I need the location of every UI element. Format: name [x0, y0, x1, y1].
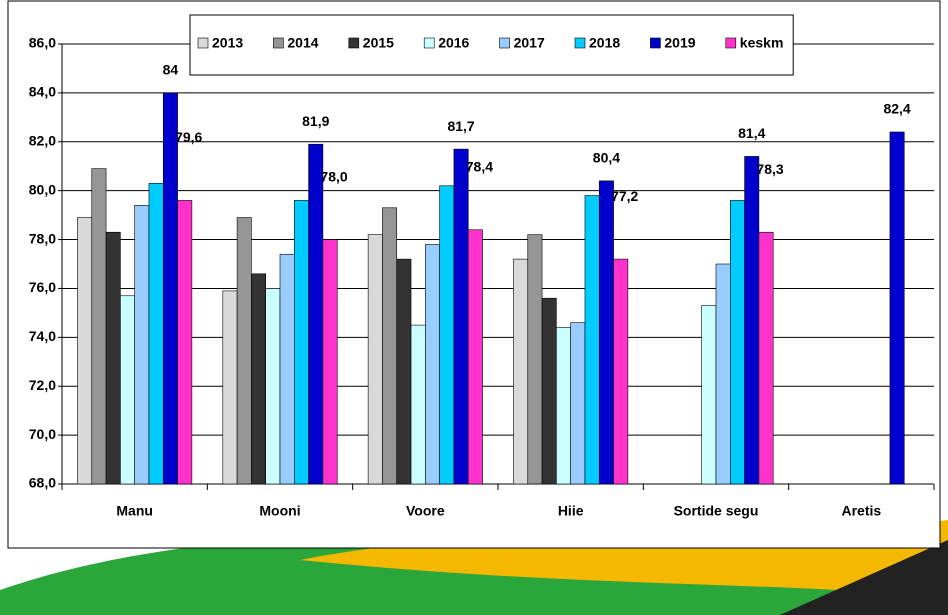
x-tick-label: Mooni — [259, 503, 300, 519]
x-tick-label: Manu — [116, 503, 153, 519]
bar — [758, 231, 774, 485]
data-label: 82,4 — [883, 101, 910, 117]
bar — [91, 168, 107, 485]
y-tick-label: 72,0 — [29, 377, 56, 393]
bar — [148, 183, 164, 485]
legend-label: keskm — [740, 35, 784, 51]
bar — [729, 200, 745, 485]
y-tick-label: 68,0 — [29, 475, 56, 491]
bar — [251, 273, 266, 485]
bar — [265, 288, 281, 485]
bar — [382, 207, 398, 485]
data-label: 78,3 — [756, 161, 783, 177]
bar — [134, 205, 150, 485]
legend-label: 2015 — [363, 35, 394, 51]
data-label: 77,2 — [611, 188, 638, 204]
legend-label: 2013 — [212, 35, 243, 51]
decor-dark — [780, 540, 948, 615]
y-tick-label: 86,0 — [29, 35, 56, 51]
bar — [279, 253, 295, 485]
bar — [513, 258, 529, 485]
bar — [367, 234, 383, 485]
bar — [77, 217, 93, 485]
bar — [410, 324, 426, 485]
x-tick-label: Hiie — [558, 503, 584, 519]
bar — [425, 244, 440, 485]
bar — [889, 131, 905, 485]
bar — [177, 200, 193, 485]
bar — [439, 185, 455, 485]
legend-label: 2018 — [589, 35, 620, 51]
legend-swatch — [499, 37, 510, 49]
bar — [293, 200, 309, 485]
bar — [236, 217, 252, 485]
data-label: 78,4 — [466, 158, 493, 174]
bar — [744, 156, 760, 485]
data-label: 80,4 — [593, 150, 620, 166]
legend-swatch — [725, 37, 737, 49]
bar — [322, 239, 338, 485]
data-label: 81,9 — [302, 113, 329, 129]
legend-swatch — [650, 37, 661, 49]
y-tick-label: 76,0 — [29, 279, 56, 295]
bar — [570, 322, 586, 485]
bar — [598, 180, 614, 485]
legend-label: 2014 — [287, 35, 318, 51]
bar — [222, 290, 238, 485]
bar — [467, 229, 483, 485]
legend-swatch — [273, 37, 284, 49]
x-tick-label: Aretis — [841, 503, 881, 519]
y-tick-label: 82,0 — [29, 132, 56, 148]
data-label: 79,6 — [175, 129, 202, 145]
bar — [162, 92, 178, 485]
legend-label: 2016 — [438, 35, 469, 51]
bar — [556, 327, 571, 485]
legend-label: 2019 — [664, 35, 695, 51]
x-tick-label: Voore — [406, 503, 445, 519]
legend-swatch — [574, 37, 586, 49]
data-label: 84 — [163, 62, 179, 78]
legend-box — [189, 14, 794, 76]
bar — [541, 297, 557, 485]
bar — [527, 234, 543, 485]
y-tick-label: 80,0 — [29, 181, 56, 197]
data-label: 81,7 — [447, 118, 474, 134]
data-label: 81,4 — [738, 125, 765, 141]
legend-swatch — [197, 37, 209, 49]
bar — [396, 258, 412, 485]
bar — [584, 195, 600, 485]
legend-label: 2017 — [514, 35, 545, 51]
y-tick-label: 78,0 — [29, 230, 56, 246]
y-tick-label: 84,0 — [29, 84, 56, 100]
y-tick-label: 70,0 — [29, 426, 56, 442]
legend-swatch — [423, 37, 435, 49]
data-label: 78,0 — [320, 168, 347, 184]
bar — [613, 258, 629, 485]
bar — [715, 263, 731, 485]
bar — [701, 305, 717, 485]
bar — [105, 231, 121, 485]
bar — [453, 148, 469, 485]
legend-swatch — [348, 37, 360, 49]
y-tick-label: 74,0 — [29, 328, 56, 344]
bar — [120, 295, 135, 485]
x-tick-label: Sortide segu — [674, 503, 759, 519]
bar — [308, 143, 324, 485]
